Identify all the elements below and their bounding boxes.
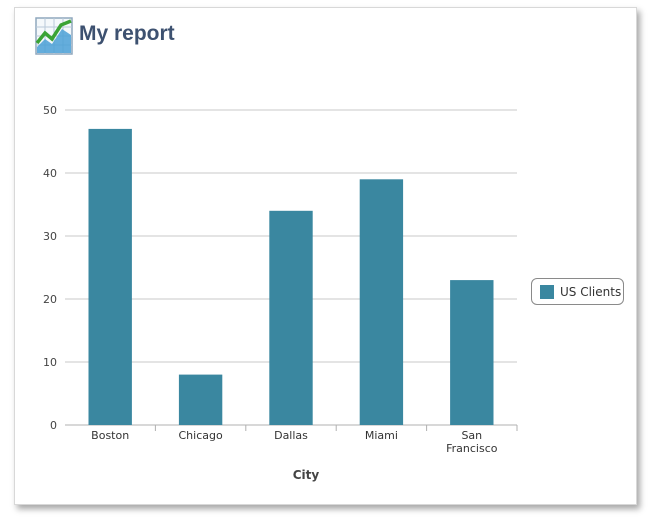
y-tick-label-50: 50	[43, 104, 57, 117]
legend-label-us-clients: US Clients	[560, 284, 622, 299]
chart-report-icon	[35, 17, 73, 55]
bar-chicago	[178, 374, 223, 425]
legend-swatch-us-clients	[540, 284, 554, 299]
y-tick-label-0: 0	[50, 419, 57, 432]
x-tick-label-boston: Boston	[91, 429, 129, 442]
x-tick-label-chicago: Chicago	[178, 429, 222, 442]
bar-san-francisco	[450, 280, 494, 425]
bar-dallas	[269, 210, 313, 425]
y-tick-label-10: 10	[43, 356, 57, 369]
y-tick-label-30: 30	[43, 230, 57, 243]
x-tick-label-miami: Miami	[365, 429, 398, 442]
bar-boston	[88, 128, 132, 425]
page-title: My report	[79, 22, 175, 45]
x-tick-label-san-francisco: San Francisco	[446, 429, 498, 455]
legend[interactable]: US Clients	[531, 278, 624, 305]
x-tick-label-dallas: Dallas	[274, 429, 308, 442]
x-axis-title: City	[293, 468, 320, 482]
y-tick-label-40: 40	[43, 167, 57, 180]
y-tick-label-20: 20	[43, 293, 57, 306]
bar-miami	[359, 179, 404, 425]
